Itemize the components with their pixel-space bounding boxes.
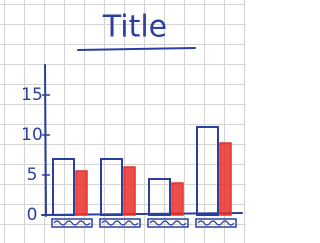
y-axis [45,65,46,216]
x-tick-scribble [198,221,234,225]
bar [124,167,135,215]
bar [76,171,87,215]
y-tick-label: 10 [21,125,43,145]
bar [53,159,74,215]
bar [101,159,122,215]
bar [220,143,231,215]
x-tick-scribble [54,221,90,225]
y-tick-label: 0 [27,205,38,225]
y-tick-label: 5 [27,165,38,185]
x-tick-scribble [102,221,138,225]
chart: Title 0 5 10 15 [0,0,246,243]
title-underline [78,48,195,50]
bar [172,183,183,215]
y-tick-label: 15 [21,85,43,105]
x-tick-scribble [150,221,186,225]
bar [197,127,218,215]
bar [149,179,170,215]
chart-title: Title [102,10,167,45]
